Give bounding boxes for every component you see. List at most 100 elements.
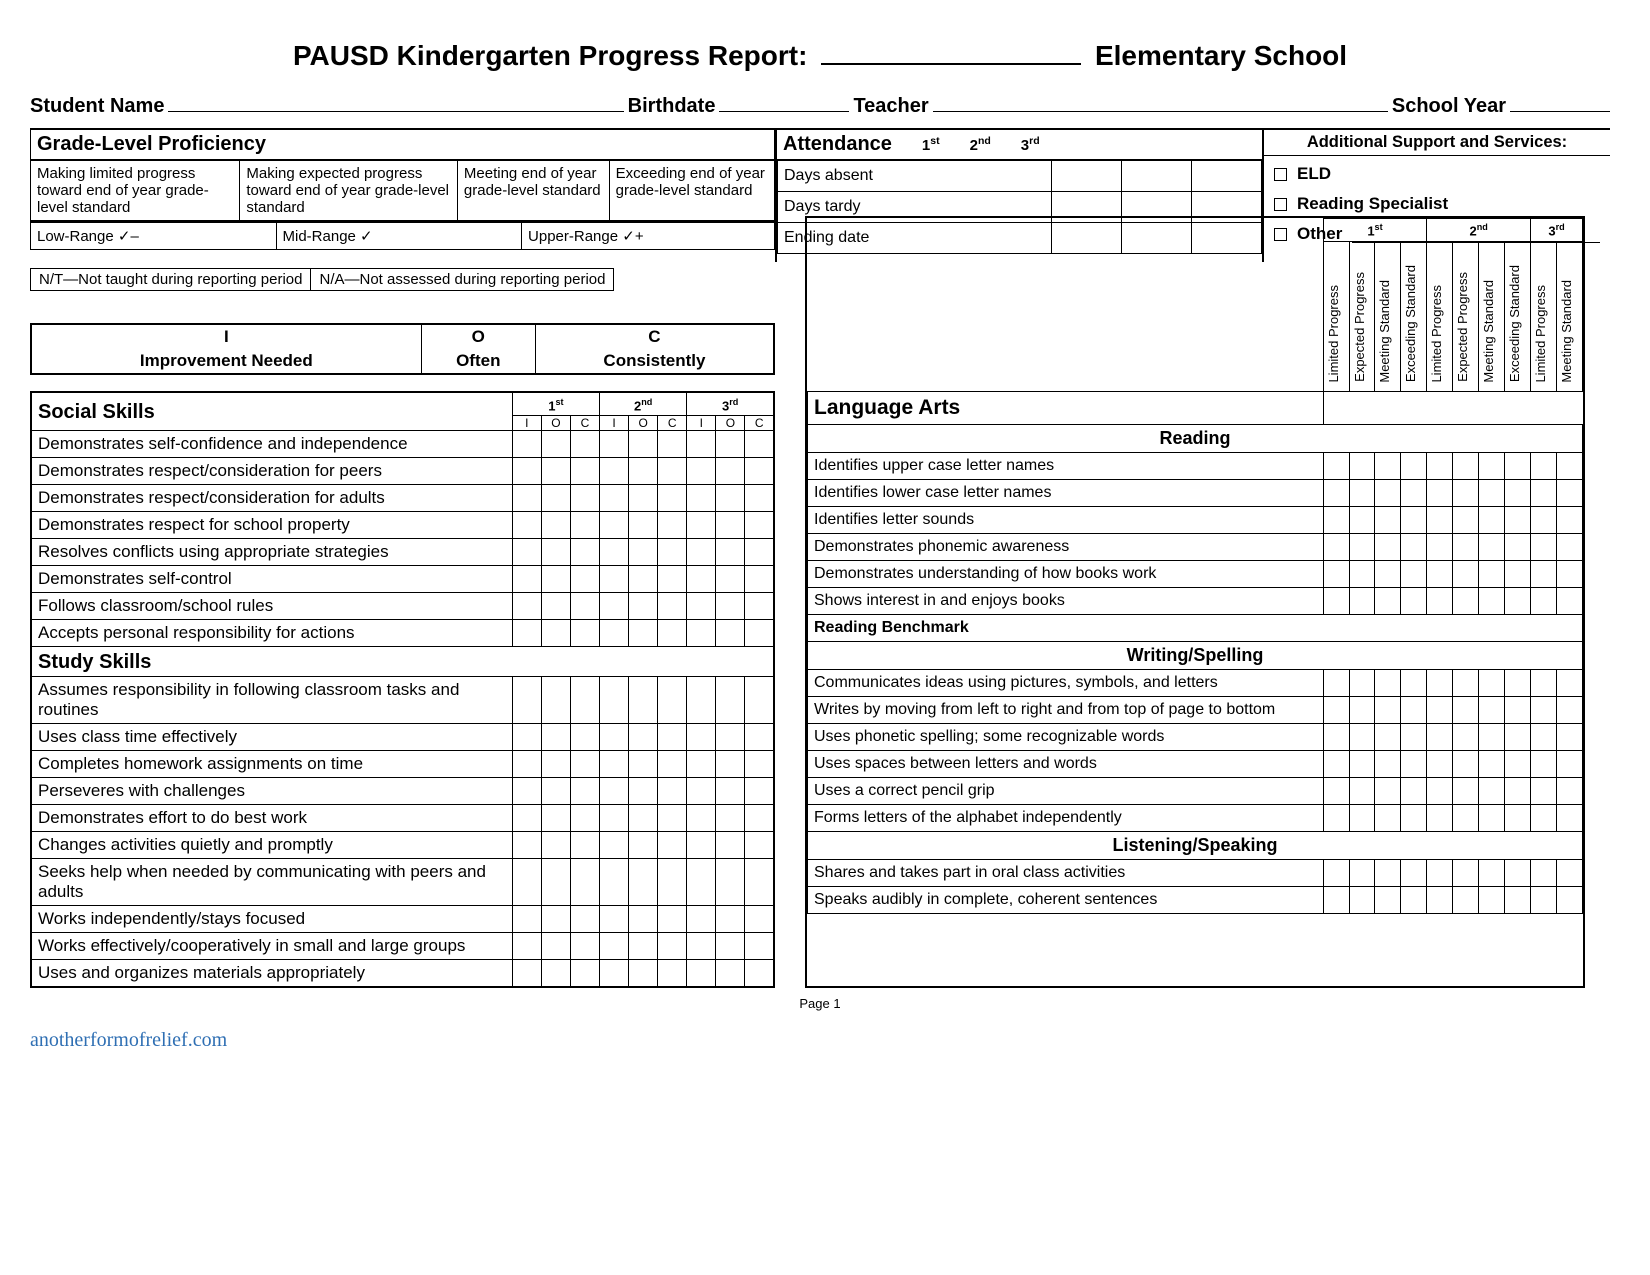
la-cell[interactable]	[1427, 588, 1453, 615]
skill-cell[interactable]	[658, 933, 687, 960]
skill-cell[interactable]	[745, 832, 774, 859]
la-cell[interactable]	[1556, 887, 1582, 914]
la-cell[interactable]	[1349, 805, 1375, 832]
skill-cell[interactable]	[600, 566, 629, 593]
skill-cell[interactable]	[512, 458, 541, 485]
skill-cell[interactable]	[512, 906, 541, 933]
la-cell[interactable]	[1323, 778, 1349, 805]
skill-cell[interactable]	[716, 620, 745, 647]
skill-cell[interactable]	[716, 431, 745, 458]
la-cell[interactable]	[1323, 751, 1349, 778]
la-cell[interactable]	[1453, 507, 1479, 534]
la-cell[interactable]	[1375, 561, 1401, 588]
skill-cell[interactable]	[570, 859, 599, 906]
skill-cell[interactable]	[512, 566, 541, 593]
skill-cell[interactable]	[570, 485, 599, 512]
la-cell[interactable]	[1349, 751, 1375, 778]
skill-cell[interactable]	[658, 960, 687, 988]
skill-cell[interactable]	[512, 620, 541, 647]
la-cell[interactable]	[1401, 480, 1427, 507]
la-cell[interactable]	[1505, 805, 1531, 832]
skill-cell[interactable]	[745, 620, 774, 647]
skill-cell[interactable]	[512, 960, 541, 988]
la-cell[interactable]	[1479, 670, 1505, 697]
skill-cell[interactable]	[658, 778, 687, 805]
skill-cell[interactable]	[687, 859, 716, 906]
la-cell[interactable]	[1479, 453, 1505, 480]
la-cell[interactable]	[1479, 534, 1505, 561]
skill-cell[interactable]	[745, 859, 774, 906]
la-cell[interactable]	[1375, 697, 1401, 724]
la-cell[interactable]	[1427, 724, 1453, 751]
skill-cell[interactable]	[541, 778, 570, 805]
skill-cell[interactable]	[687, 512, 716, 539]
skill-cell[interactable]	[745, 593, 774, 620]
skill-cell[interactable]	[570, 751, 599, 778]
la-cell[interactable]	[1556, 805, 1582, 832]
skill-cell[interactable]	[716, 933, 745, 960]
skill-cell[interactable]	[658, 677, 687, 724]
la-cell[interactable]	[1349, 778, 1375, 805]
la-cell[interactable]	[1505, 724, 1531, 751]
la-cell[interactable]	[1427, 805, 1453, 832]
input-year[interactable]	[1510, 90, 1610, 112]
skill-cell[interactable]	[629, 512, 658, 539]
skill-cell[interactable]	[541, 431, 570, 458]
skill-cell[interactable]	[629, 485, 658, 512]
la-cell[interactable]	[1375, 805, 1401, 832]
skill-cell[interactable]	[745, 485, 774, 512]
skill-cell[interactable]	[629, 539, 658, 566]
la-cell[interactable]	[1401, 805, 1427, 832]
la-cell[interactable]	[1323, 480, 1349, 507]
skill-cell[interactable]	[512, 593, 541, 620]
la-cell[interactable]	[1427, 860, 1453, 887]
skill-cell[interactable]	[512, 859, 541, 906]
skill-cell[interactable]	[600, 458, 629, 485]
skill-cell[interactable]	[716, 724, 745, 751]
skill-cell[interactable]	[629, 859, 658, 906]
skill-cell[interactable]	[541, 593, 570, 620]
skill-cell[interactable]	[541, 724, 570, 751]
la-cell[interactable]	[1427, 507, 1453, 534]
la-cell[interactable]	[1427, 480, 1453, 507]
la-cell[interactable]	[1323, 724, 1349, 751]
skill-cell[interactable]	[658, 620, 687, 647]
la-cell[interactable]	[1427, 534, 1453, 561]
skill-cell[interactable]	[629, 906, 658, 933]
skill-cell[interactable]	[570, 933, 599, 960]
la-cell[interactable]	[1323, 860, 1349, 887]
la-cell[interactable]	[1349, 561, 1375, 588]
la-cell[interactable]	[1427, 887, 1453, 914]
att-cell[interactable]	[1122, 161, 1192, 192]
att-cell[interactable]	[1192, 161, 1262, 192]
skill-cell[interactable]	[512, 431, 541, 458]
skill-cell[interactable]	[541, 859, 570, 906]
la-cell[interactable]	[1531, 805, 1557, 832]
la-cell[interactable]	[1505, 778, 1531, 805]
skill-cell[interactable]	[687, 832, 716, 859]
skill-cell[interactable]	[716, 906, 745, 933]
skill-cell[interactable]	[629, 751, 658, 778]
skill-cell[interactable]	[600, 933, 629, 960]
skill-cell[interactable]	[716, 677, 745, 724]
skill-cell[interactable]	[512, 751, 541, 778]
skill-cell[interactable]	[687, 485, 716, 512]
la-cell[interactable]	[1427, 670, 1453, 697]
la-cell[interactable]	[1531, 480, 1557, 507]
la-cell[interactable]	[1479, 778, 1505, 805]
la-cell[interactable]	[1453, 751, 1479, 778]
skill-cell[interactable]	[745, 906, 774, 933]
la-cell[interactable]	[1427, 778, 1453, 805]
skill-cell[interactable]	[629, 677, 658, 724]
skill-cell[interactable]	[687, 933, 716, 960]
la-cell[interactable]	[1375, 778, 1401, 805]
skill-cell[interactable]	[716, 485, 745, 512]
la-cell[interactable]	[1427, 453, 1453, 480]
la-cell[interactable]	[1401, 778, 1427, 805]
skill-cell[interactable]	[512, 677, 541, 724]
skill-cell[interactable]	[658, 906, 687, 933]
skill-cell[interactable]	[629, 778, 658, 805]
skill-cell[interactable]	[600, 512, 629, 539]
checkbox-icon[interactable]	[1274, 198, 1287, 211]
la-cell[interactable]	[1479, 887, 1505, 914]
